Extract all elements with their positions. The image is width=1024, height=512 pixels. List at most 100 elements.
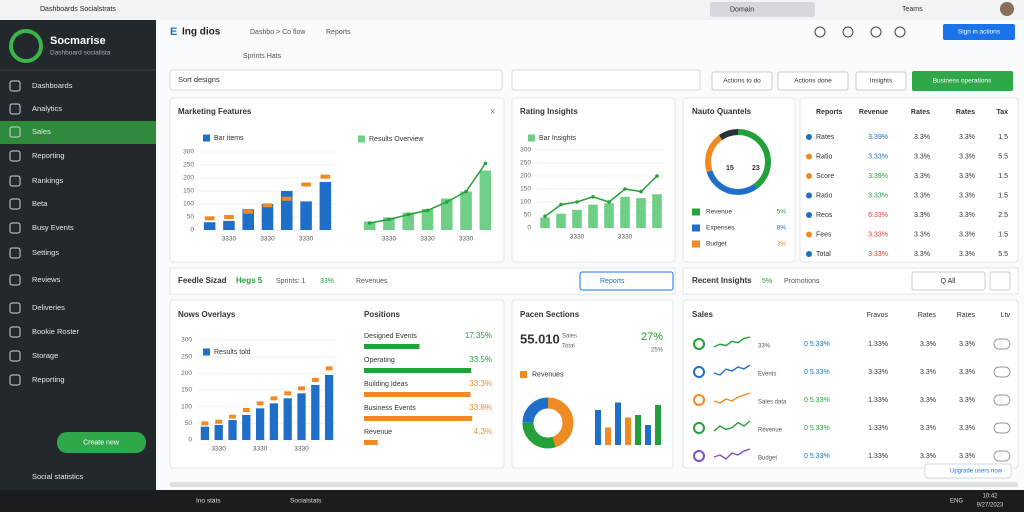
crumb[interactable]: Dashbo > Co flow (250, 29, 306, 36)
donut-segment (705, 129, 771, 195)
legend-label: Budget (706, 241, 727, 248)
y-tick-label: 0 (527, 225, 531, 232)
x-tick-label: 3330 (382, 236, 397, 243)
point (387, 217, 391, 222)
bar (655, 405, 661, 445)
taskbar-app[interactable]: Socialstats (290, 498, 322, 505)
badge-label: Upgrade users now (950, 469, 1003, 475)
legend-swatch (358, 135, 365, 143)
pct-sub: 25% (651, 348, 664, 354)
table-cell: 1.33% (868, 453, 888, 460)
toggle[interactable] (993, 366, 1011, 378)
nav-item[interactable]: Beta (32, 199, 48, 208)
section-button-label[interactable]: Reports (600, 278, 625, 285)
point (559, 202, 563, 207)
row-icon (806, 192, 812, 199)
position-value: 33.8% (469, 403, 492, 412)
header-button[interactable] (943, 24, 1015, 40)
filter-button[interactable] (855, 71, 907, 91)
y-tick-label: 50 (524, 212, 532, 219)
table-cell: 3.3% (914, 212, 930, 219)
page-title: Ing dios (182, 27, 221, 38)
card (682, 97, 796, 263)
bar (441, 198, 453, 230)
bar (324, 375, 334, 440)
dropdown[interactable] (911, 271, 986, 291)
cta-button[interactable] (57, 432, 146, 453)
progress-bar (364, 368, 472, 373)
select[interactable] (169, 69, 503, 91)
table-cell: 3.3% (959, 192, 975, 199)
table-cell: 3.3% (914, 192, 930, 199)
crumb[interactable]: Reports (326, 29, 351, 36)
legend-swatch (520, 371, 527, 378)
row-change: 0 5.33% (804, 341, 830, 348)
toggle[interactable] (993, 338, 1011, 350)
dropdown-label[interactable]: Q All (941, 278, 956, 285)
nav-item[interactable]: Bookie Roster (32, 327, 80, 336)
card-title: Sales (692, 310, 713, 319)
row-icon (693, 450, 705, 462)
filter-button-label[interactable]: Actions to do (723, 78, 761, 85)
nav-item[interactable]: Storage (32, 351, 58, 360)
table-cell: 3.3% (959, 134, 975, 141)
primary-button-label[interactable]: Business operations (933, 78, 992, 85)
table-cell: 3.3% (914, 134, 930, 141)
legend-swatch (692, 208, 700, 216)
y-tick-label: 150 (520, 186, 531, 193)
cta-label[interactable]: Create new (83, 439, 120, 446)
sparkline (713, 364, 751, 376)
header-button-label[interactable]: Sign in actions (958, 29, 1001, 36)
select-label[interactable]: Sort designs (178, 75, 220, 84)
user: Social statistics (32, 472, 84, 481)
pct: 27% (641, 331, 663, 343)
table-cell: 3.33% (868, 231, 888, 238)
nav-item[interactable]: Deliveries (32, 303, 65, 312)
nav-item[interactable]: Reporting (32, 151, 65, 160)
nav-item[interactable]: Sales (32, 127, 51, 136)
nav-item[interactable]: Rankings (32, 176, 64, 185)
marker (301, 182, 311, 187)
nav-item[interactable]: Busy Events (32, 223, 74, 232)
nav-item[interactable]: Dashboards (32, 81, 73, 90)
legend-label: Bar Insights (539, 135, 576, 142)
primary-button[interactable] (912, 71, 1013, 91)
table-cell: 3.39% (868, 134, 888, 141)
position-label: Business Events (364, 405, 416, 412)
row-sub: Budget (758, 456, 777, 462)
marker (281, 196, 292, 201)
table-cell: 3.33% (868, 369, 888, 376)
row-change: 0 5.33% (804, 453, 830, 460)
table-cell: 1.5 (998, 173, 1008, 180)
filter-button[interactable] (711, 71, 773, 91)
row-sub: Sales data (758, 400, 787, 406)
toggle[interactable] (993, 450, 1011, 462)
progress-bar (364, 392, 471, 397)
nav-item[interactable]: Analytics (32, 104, 62, 113)
nav-item[interactable]: Reporting (32, 375, 65, 384)
filter-button-label[interactable]: Actions done (794, 78, 832, 85)
nav-icon (9, 103, 21, 115)
toggle[interactable] (993, 422, 1011, 434)
nav-item[interactable]: Settings (32, 248, 59, 257)
table-cell: 3.3% (914, 153, 930, 160)
card (511, 97, 676, 263)
nav-item[interactable]: Reviews (32, 275, 61, 284)
filter-button[interactable] (777, 71, 849, 91)
bar (319, 181, 332, 230)
search[interactable] (511, 69, 701, 91)
taskbar-app[interactable]: Ino stats (196, 498, 221, 505)
table-cell: 1.5 (998, 231, 1008, 238)
section-button[interactable] (579, 271, 674, 291)
point (591, 195, 595, 199)
dropdown-toggle[interactable] (989, 271, 1011, 291)
toggle[interactable] (993, 394, 1011, 406)
nav-icon (9, 374, 21, 386)
nav-icon (9, 274, 21, 286)
point (543, 214, 547, 219)
row-icon (693, 366, 705, 378)
legend-value: 3% (777, 241, 787, 248)
filter-button-label[interactable]: Insights (870, 78, 893, 85)
bar (228, 420, 237, 440)
close: × (490, 106, 495, 116)
